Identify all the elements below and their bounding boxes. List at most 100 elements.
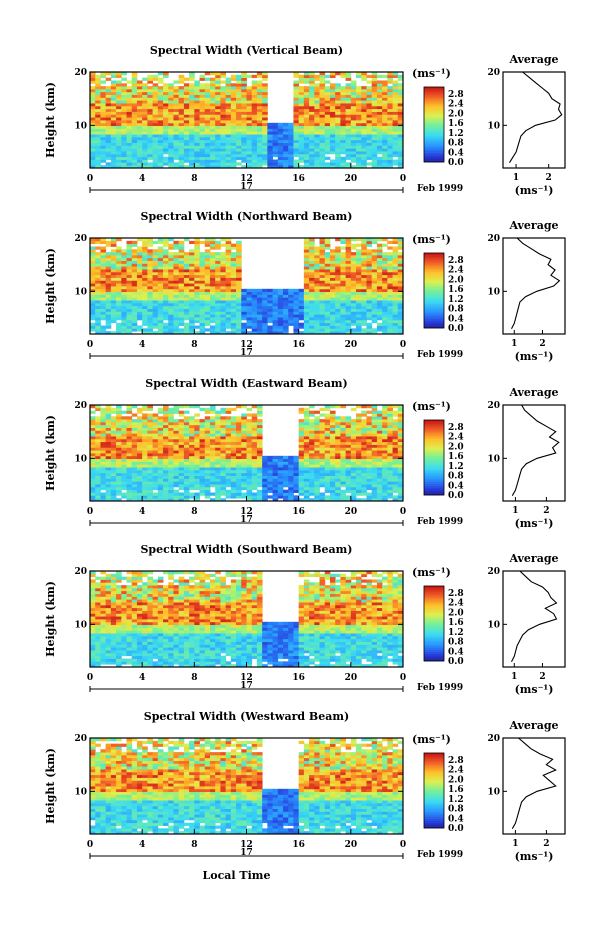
colorbar-tick-label: 2.8 [448,256,464,266]
colorbar-frame [423,86,445,163]
x-tick-label: 4 [139,673,145,683]
x-tick-label: 0 [400,840,406,850]
x-tick-label: 4 [139,840,145,850]
average-frame [502,570,566,668]
y-tick-label: 10 [74,787,87,797]
x-tick-label: 20 [345,174,358,184]
y-axis-label: Height (km) [44,748,57,824]
x-tick-label: 12 [240,840,253,850]
colorbar-frame [423,252,445,329]
colorbar-tick-label: 0.0 [448,491,464,501]
x-tick-label: 0 [400,673,406,683]
x-tick-label: 20 [345,507,358,517]
colorbar-frame [423,419,445,496]
x-tick-label: 8 [191,507,197,517]
colorbar-tick-label: 1.2 [448,628,464,638]
x-tick-label: 16 [292,840,305,850]
average-y-tick-label: 10 [487,620,500,630]
y-tick-label: 10 [74,620,87,630]
average-frame [502,71,566,169]
y-tick-label: 20 [74,234,87,244]
heatmap-field [90,405,404,502]
colorbar [423,86,445,163]
x-tick-label: 8 [191,840,197,850]
average-y-tick-label: 20 [487,68,500,78]
x-tick-label: 12 [240,174,253,184]
colorbar-frame [423,752,445,829]
colorbar-tick-label: 0.0 [448,324,464,334]
colorbar-tick-label: 2.0 [448,275,464,285]
x-tick-label: 0 [87,840,93,850]
average-y-tick-label: 20 [487,567,500,577]
colorbar-tick-label: 1.2 [448,295,464,305]
date-label: Feb 1999 [417,350,463,360]
colorbar [423,585,445,662]
average-y-tick-label: 20 [487,734,500,744]
colorbar-tick-label: 0.4 [448,148,464,158]
x-tick-label: 12 [240,340,253,350]
y-tick-label: 10 [74,454,87,464]
colorbar-tick-label: 1.6 [448,452,464,462]
colorbar-tick-label: 1.6 [448,785,464,795]
y-tick-label: 20 [74,567,87,577]
panel-title: Spectral Width (Southward Beam) [140,543,352,556]
x-tick-label: 20 [345,673,358,683]
average-x-tick-label: 1 [512,839,518,849]
average-frame [502,737,566,835]
panel-title: Spectral Width (Westward Beam) [144,710,349,723]
colorbar-tick-label: 2.4 [448,266,464,276]
average-x-tick-label: 2 [543,506,549,516]
colorbar-tick-label: 0.4 [448,647,464,657]
colorbar-tick-label: 0.4 [448,814,464,824]
x-tick-label: 20 [345,840,358,850]
y-axis-label: Height (km) [44,581,57,657]
average-x-label: (ms⁻¹) [515,850,554,863]
colorbar-tick-label: 2.0 [448,442,464,452]
colorbar-unit: (ms⁻¹) [412,566,451,579]
x-tick-label: 8 [191,174,197,184]
colorbar-tick-label: 1.2 [448,462,464,472]
x-tick-label: 16 [292,340,305,350]
panel-title: Spectral Width (Northward Beam) [141,210,353,223]
average-x-label: (ms⁻¹) [515,683,554,696]
colorbar-tick-label: 0.8 [448,638,464,648]
colorbar-tick-label: 1.2 [448,795,464,805]
x-tick-label: 12 [240,673,253,683]
x-tick-label: 8 [191,673,197,683]
x-tick-label: 4 [139,507,145,517]
colorbar-tick-label: 1.6 [448,119,464,129]
average-x-label: (ms⁻¹) [515,350,554,363]
colorbar [423,752,445,829]
average-x-tick-label: 2 [546,173,552,183]
panel-4: Spectral Width (Southward Beam)1020Heigh… [44,543,566,696]
colorbar-frame [423,585,445,662]
average-profile-line [511,570,558,662]
colorbar-tick-label: 0.4 [448,314,464,324]
y-tick-label: 10 [74,121,87,131]
average-x-tick-label: 2 [539,672,545,682]
colorbar-tick-label: 0.0 [448,657,464,667]
x-tick-label: 16 [292,673,305,683]
colorbar-tick-label: 0.8 [448,472,464,482]
colorbar-tick-label: 2.4 [448,433,464,443]
colorbar [423,419,445,496]
colorbar [423,252,445,329]
average-title: Average [508,719,558,732]
panel-2: Spectral Width (Northward Beam)1020Heigh… [44,210,566,363]
colorbar-tick-label: 2.0 [448,109,464,119]
colorbar-tick-label: 2.8 [448,756,464,766]
average-profile-line [511,737,557,829]
average-x-tick-label: 1 [511,672,517,682]
y-tick-label: 20 [74,734,87,744]
date-label: Feb 1999 [417,517,463,527]
colorbar-tick-label: 0.8 [448,305,464,315]
heatmap-field [90,72,404,169]
colorbar-unit: (ms⁻¹) [412,400,451,413]
colorbar-tick-label: 2.8 [448,90,464,100]
colorbar-tick-label: 1.6 [448,285,464,295]
average-profile-line [511,237,561,329]
y-axis-label: Height (km) [44,415,57,491]
y-axis-label: Height (km) [44,248,57,324]
x-axis-label: Local Time [203,869,271,882]
x-tick-label: 12 [240,507,253,517]
